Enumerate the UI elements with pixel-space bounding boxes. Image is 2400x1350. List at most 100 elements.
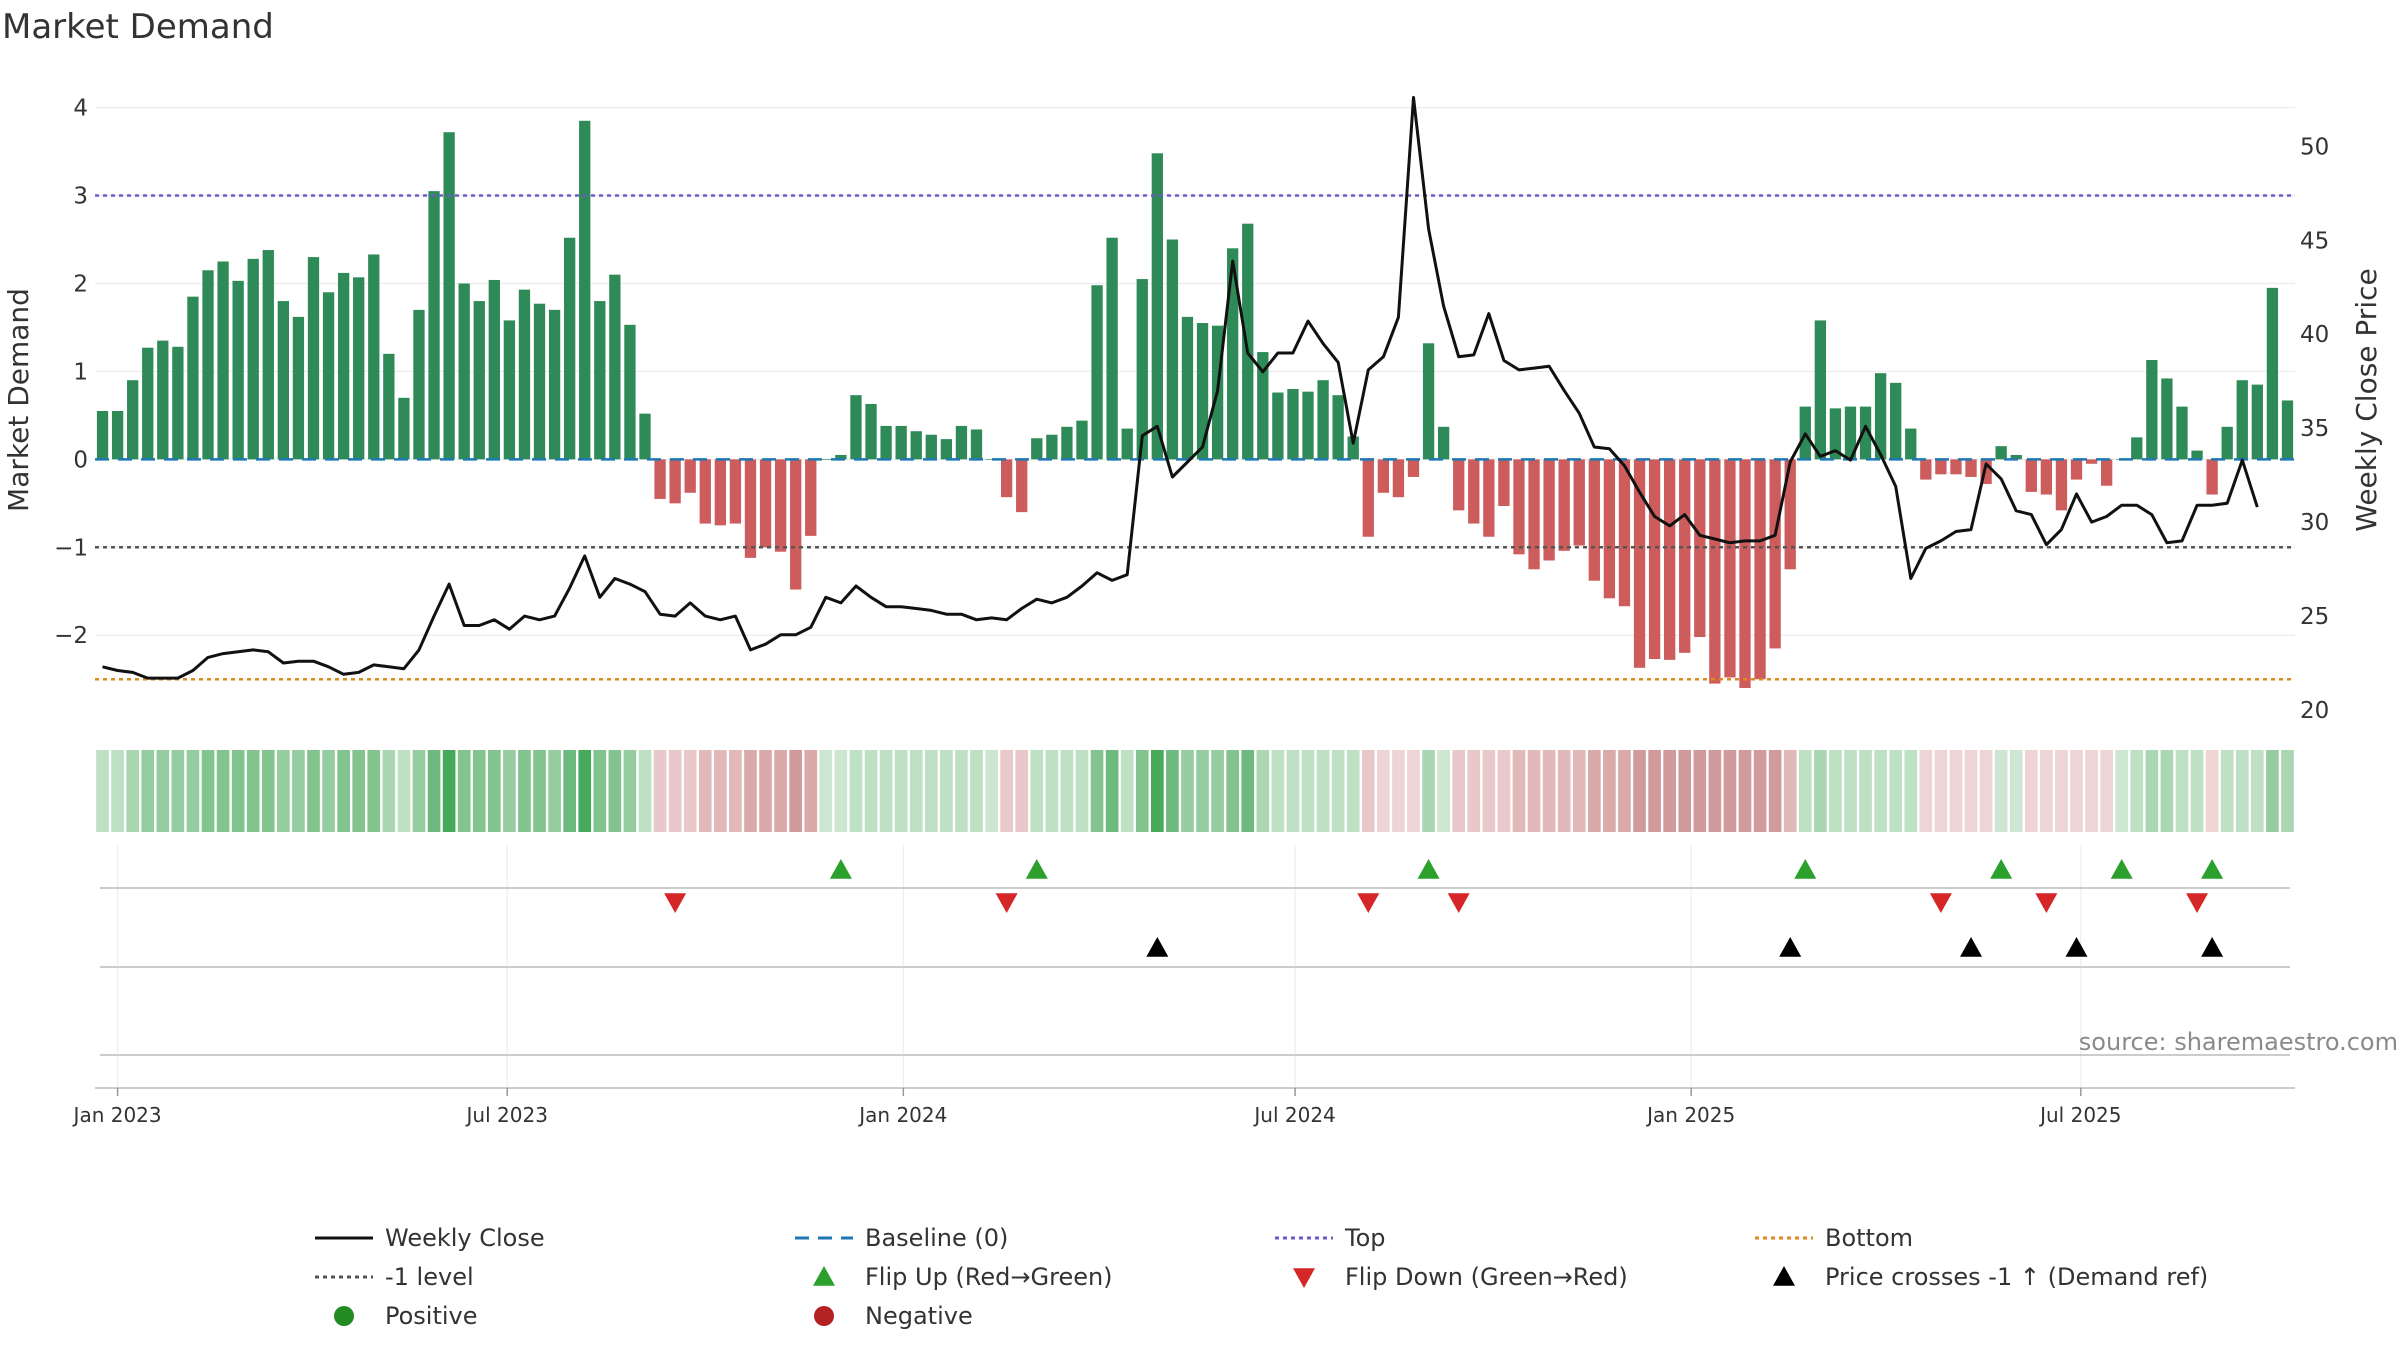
demand-bar — [1392, 459, 1405, 498]
heat-strip-cell — [2055, 750, 2068, 832]
heat-strip-cell — [623, 750, 637, 832]
demand-bar — [880, 425, 892, 460]
left-tick-label: 1 — [73, 359, 88, 385]
demand-bar — [1633, 459, 1646, 668]
price-cross-marker — [2065, 937, 2088, 957]
heat-strip-cell — [924, 750, 938, 832]
legend-item: -1 level — [315, 1263, 474, 1291]
heat-strip-cell — [1768, 750, 1782, 832]
legend-item: Weekly Close — [315, 1224, 545, 1252]
demand-bar — [2055, 459, 2068, 511]
heat-strip-cell — [1452, 750, 1466, 832]
heat-strip-cell — [1587, 750, 1601, 832]
heat-strip-cell — [1964, 750, 1978, 832]
heat-strip-cell — [1979, 750, 1993, 832]
demand-bar — [759, 459, 772, 548]
heat-strip-cell — [2220, 750, 2234, 832]
x-tick-label: Jul 2024 — [1252, 1103, 1335, 1127]
heat-strip-cell — [563, 750, 576, 832]
heat-strip-cell — [96, 750, 109, 832]
heat-strip-cell — [1241, 750, 1255, 832]
heat-strip-cell — [1949, 750, 1963, 832]
legend-label: -1 level — [385, 1263, 474, 1291]
demand-bar — [684, 459, 696, 493]
heat-strip-cell — [1331, 750, 1345, 832]
demand-bar — [2131, 437, 2143, 460]
demand-bar — [1498, 459, 1510, 506]
demand-bar — [2251, 384, 2263, 460]
flip-down-marker — [1357, 893, 1380, 913]
heat-strip-cell — [985, 750, 998, 832]
flip-down-marker — [1447, 893, 1470, 913]
left-tick-label: 2 — [73, 271, 88, 297]
heat-strip-cell — [1829, 750, 1842, 832]
demand-bar — [1558, 459, 1570, 551]
legend-item: Top — [1275, 1224, 1386, 1252]
heat-strip-cell — [382, 750, 396, 832]
demand-bar — [2176, 406, 2188, 460]
heat-strip-cell — [1783, 750, 1797, 832]
heat-strip-cell — [864, 750, 878, 832]
demand-bar — [1196, 323, 1209, 460]
demand-bar — [1709, 459, 1721, 684]
demand-bar — [2070, 459, 2083, 480]
weekly-close-line — [102, 96, 2259, 680]
demand-bar — [2146, 359, 2158, 460]
demand-bar — [1528, 459, 1540, 570]
flip-up-marker — [1794, 859, 1817, 879]
heat-strip-cell — [894, 750, 908, 832]
heat-strip-cell — [1934, 750, 1948, 832]
demand-bar — [1859, 406, 1872, 460]
demand-bar — [1769, 459, 1781, 649]
heat-strip-cell — [1904, 750, 1918, 832]
heat-strip-cell — [2251, 750, 2264, 832]
demand-bar — [850, 395, 862, 460]
demand-bar — [1151, 153, 1163, 460]
demand-bar — [187, 296, 199, 460]
legend-label: Top — [1344, 1224, 1386, 1252]
heat-strip-cell — [1256, 750, 1270, 832]
heat-strip-cell — [970, 750, 983, 832]
demand-bar — [353, 277, 365, 460]
demand-bar — [1181, 316, 1194, 460]
demand-bar — [337, 272, 350, 460]
heat-strip-cell — [126, 750, 139, 832]
demand-bar — [1890, 382, 1902, 460]
demand-bar — [1076, 420, 1088, 460]
demand-bar — [1829, 408, 1842, 460]
demand-bar — [247, 258, 259, 460]
flip-down-marker — [2035, 893, 2058, 913]
demand-bar — [594, 301, 606, 460]
demand-bar — [1543, 459, 1555, 561]
heat-strip-cell — [2085, 750, 2098, 832]
legend-label: Weekly Close — [385, 1224, 545, 1252]
demand-bar — [1724, 459, 1736, 678]
heat-strip-cell — [1994, 750, 2008, 832]
demand-bar — [1242, 223, 1254, 460]
demand-bar — [232, 280, 244, 460]
heat-strip-cell — [171, 750, 185, 832]
demand-bar — [1121, 428, 1133, 460]
demand-bar — [1935, 459, 1947, 475]
heat-strip-cell — [1090, 750, 1104, 832]
demand-bar — [1980, 459, 1992, 484]
heat-strip-cell — [352, 750, 366, 832]
demand-bar — [1091, 285, 1103, 460]
demand-bar — [111, 410, 124, 460]
demand-bar — [1166, 239, 1179, 460]
heat-strip-cell — [2009, 750, 2023, 832]
right-tick-label: 30 — [2300, 510, 2329, 536]
left-tick-label: −2 — [54, 623, 88, 649]
demand-bar — [579, 120, 591, 460]
heat-strip-cell — [1316, 750, 1330, 832]
demand-bar — [865, 403, 877, 460]
heat-strip-cell — [277, 750, 290, 832]
flip-down-marker — [1929, 893, 1952, 913]
heat-strip-cell — [1045, 750, 1059, 832]
heat-strip-cell — [1135, 750, 1149, 832]
demand-bar — [729, 459, 742, 524]
demand-bar — [1407, 459, 1420, 477]
demand-bar — [835, 454, 847, 460]
demand-bar — [1648, 459, 1661, 659]
heat-strip-cell — [2190, 750, 2204, 832]
